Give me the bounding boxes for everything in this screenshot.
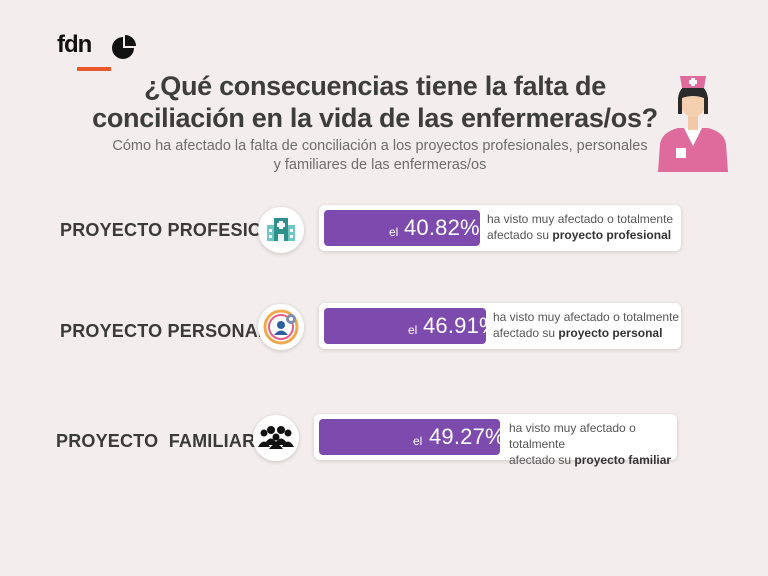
row-label-familiar: PROYECTO FAMILIAR [56, 431, 256, 451]
desc-line-1: ha visto muy afectado o totalmente [509, 421, 636, 451]
page-title: ¿Qué consecuencias tiene la falta de con… [80, 70, 670, 134]
desc-prefix: afectado su [487, 228, 553, 242]
el-label: el [413, 434, 423, 448]
page-subtitle: Cómo ha afectado la falta de conciliació… [100, 137, 660, 175]
desc-line-1: ha visto muy afectado o totalmente [493, 310, 680, 324]
stat-card-personal: el 46.91% ha visto muy afectado o totalm… [319, 303, 681, 349]
el-label: el [389, 225, 399, 239]
title-line-2: conciliación en la vida de las enfermera… [92, 103, 658, 133]
nurse-icon [658, 76, 728, 172]
el-label: el [408, 323, 418, 337]
row-label-personal: PROYECTO PERSONAL [60, 321, 270, 341]
stat-bar: el 49.27% [319, 419, 505, 455]
title-line-1: ¿Qué consecuencias tiene la falta de [144, 71, 606, 101]
desc-prefix: afectado su [509, 453, 575, 467]
logo-underline [77, 67, 111, 71]
desc-line-2: afectado su proyecto profesional [487, 227, 673, 243]
fdn-logo: fdn [57, 30, 137, 74]
stat-description: ha visto muy afectado o totalmente afect… [493, 309, 679, 341]
desc-bold: proyecto profesional [552, 228, 672, 242]
stat-card-familiar: el 49.27% ha visto muy afectado o totalm… [314, 414, 677, 467]
stat-description: ha visto muy afectado o totalmente afect… [509, 420, 677, 468]
stat-bar: el 40.82% [324, 210, 480, 246]
row-label-profesional: PROYECTO PROFESIONAL [60, 220, 300, 240]
stat-card-profesional: el 40.82% ha visto muy afectado o totalm… [319, 205, 681, 251]
person-gear-icon [258, 304, 304, 350]
percent-value: 49.27% [429, 424, 505, 449]
subtitle-line-1: Cómo ha afectado la falta de conciliació… [112, 138, 648, 154]
percent-value: 40.82% [404, 215, 480, 240]
percent-value: 46.91% [423, 313, 499, 338]
desc-line-1: ha visto muy afectado o totalmente [487, 212, 674, 226]
subtitle-line-2: y familiares de las enfermeras/os [273, 157, 487, 173]
stat-bar: el 46.91% [324, 308, 499, 344]
logo-text: fdn [57, 31, 92, 58]
desc-bold: proyecto personal [558, 326, 663, 340]
desc-line-2: afectado su proyecto familiar [509, 452, 677, 468]
desc-line-2: afectado su proyecto personal [493, 325, 679, 341]
hospital-icon [258, 207, 304, 253]
desc-prefix: afectado su [493, 326, 559, 340]
logo-mark-icon [112, 35, 136, 59]
stat-description: ha visto muy afectado o totalmente afect… [487, 211, 673, 243]
desc-bold: proyecto familiar [574, 453, 672, 467]
family-icon [253, 415, 299, 461]
